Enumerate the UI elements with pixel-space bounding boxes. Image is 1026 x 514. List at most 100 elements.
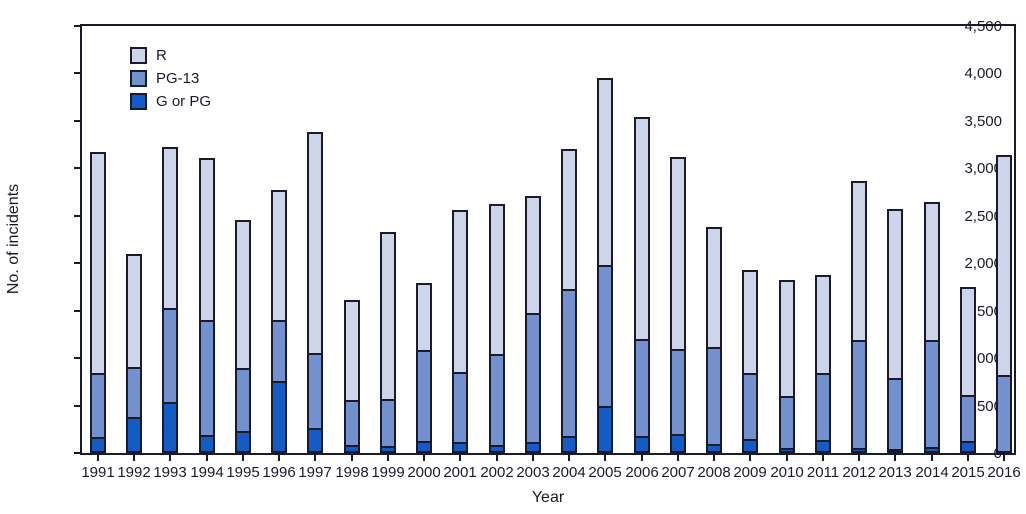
y-tick bbox=[74, 357, 82, 360]
bar-2011 bbox=[815, 275, 831, 453]
x-tick-label-2008: 2008 bbox=[697, 464, 731, 481]
bar-2009-segment-g-or-pg bbox=[744, 439, 756, 451]
x-tick-label-2012: 2012 bbox=[842, 464, 876, 481]
bar-2003 bbox=[525, 196, 541, 453]
legend-label: R bbox=[156, 47, 167, 64]
bar-1992 bbox=[126, 254, 142, 453]
x-tick bbox=[677, 455, 679, 461]
bar-1995 bbox=[235, 220, 251, 453]
y-tick-label: 4,000 bbox=[964, 65, 1002, 83]
x-tick bbox=[641, 455, 643, 461]
bar-2004 bbox=[561, 149, 577, 453]
x-tick-label-1992: 1992 bbox=[117, 464, 151, 481]
x-tick-label-2013: 2013 bbox=[878, 464, 912, 481]
bar-1998-segment-g-or-pg bbox=[346, 445, 358, 451]
x-tick-label-2002: 2002 bbox=[480, 464, 514, 481]
bar-1998-segment-pg13 bbox=[346, 400, 358, 451]
x-tick bbox=[387, 455, 389, 461]
plot-area: R PG-13 G or PG 0 500 1,000 1,500 2,000 2,500 3,… bbox=[74, 19, 1021, 480]
x-tick bbox=[351, 455, 353, 461]
bar-2011-segment-pg13 bbox=[817, 373, 829, 451]
bar-2007-segment-g-or-pg bbox=[672, 434, 684, 451]
x-tick bbox=[604, 455, 606, 461]
x-tick bbox=[97, 455, 99, 461]
x-tick-label-2014: 2014 bbox=[915, 464, 949, 481]
x-tick-label-2005: 2005 bbox=[588, 464, 622, 481]
bar-2001-segment-pg13 bbox=[454, 372, 466, 451]
bar-1999-segment-g-or-pg bbox=[382, 446, 394, 451]
bar-1991 bbox=[90, 152, 106, 453]
legend-item-r: R bbox=[130, 47, 211, 64]
x-tick-label-2006: 2006 bbox=[625, 464, 659, 481]
y-tick bbox=[74, 72, 82, 75]
bar-2013 bbox=[887, 209, 903, 453]
y-tick bbox=[74, 119, 82, 122]
x-tick-label-1993: 1993 bbox=[153, 464, 187, 481]
x-tick bbox=[133, 455, 135, 461]
legend-item-pg-13: PG-13 bbox=[130, 70, 211, 87]
y-axis-title: No. of incidents bbox=[5, 183, 22, 295]
x-tick bbox=[858, 455, 860, 461]
bar-2014-segment-pg13 bbox=[926, 340, 938, 451]
bar-2002 bbox=[489, 204, 505, 453]
bar-1992-segment-g-or-pg bbox=[128, 417, 140, 451]
bar-2008 bbox=[706, 227, 722, 453]
bar-2007-segment-pg13 bbox=[672, 349, 684, 451]
legend-swatch-r bbox=[130, 47, 147, 64]
x-tick bbox=[967, 455, 969, 461]
y-tick bbox=[74, 452, 82, 454]
x-tick bbox=[314, 455, 316, 461]
bar-1994 bbox=[199, 158, 215, 453]
bar-2012-segment-g-or-pg bbox=[853, 448, 865, 451]
x-tick-label-2015: 2015 bbox=[951, 464, 985, 481]
bar-1993-segment-g-or-pg bbox=[164, 402, 176, 451]
y-tick bbox=[74, 214, 82, 217]
x-tick-label-2009: 2009 bbox=[733, 464, 767, 481]
legend-swatch-g-or-pg bbox=[130, 93, 147, 110]
bar-2013-segment-pg13 bbox=[889, 378, 901, 451]
bar-2011-segment-g-or-pg bbox=[817, 440, 829, 451]
bar-1991-segment-pg13 bbox=[92, 373, 104, 451]
bar-2005-segment-pg13 bbox=[599, 265, 611, 451]
x-tick-label-2016: 2016 bbox=[987, 464, 1021, 481]
bar-2001 bbox=[452, 210, 468, 453]
bar-2015 bbox=[960, 287, 976, 453]
x-tick bbox=[423, 455, 425, 461]
x-tick bbox=[931, 455, 933, 461]
bar-1994-segment-pg13 bbox=[201, 320, 213, 451]
bar-2010-segment-pg13 bbox=[781, 396, 793, 451]
x-tick bbox=[496, 455, 498, 461]
x-tick-label-2000: 2000 bbox=[407, 464, 441, 481]
bar-2010 bbox=[779, 280, 795, 453]
bar-2005 bbox=[597, 78, 613, 453]
x-axis-title: Year bbox=[531, 489, 565, 506]
y-tick-label: 500 bbox=[976, 397, 1002, 415]
bar-2016-segment-pg13 bbox=[998, 375, 1010, 451]
x-tick-label-2011: 2011 bbox=[806, 464, 840, 481]
y-tick bbox=[74, 25, 82, 27]
x-tick bbox=[206, 455, 208, 461]
bar-2009 bbox=[742, 270, 758, 453]
x-tick-label-2010: 2010 bbox=[770, 464, 804, 481]
bar-2008-segment-pg13 bbox=[708, 347, 720, 451]
x-tick-label-1999: 1999 bbox=[371, 464, 405, 481]
bar-1999-segment-pg13 bbox=[382, 399, 394, 451]
bar-1996-segment-g-or-pg bbox=[273, 381, 285, 451]
bar-2014 bbox=[924, 202, 940, 453]
x-tick bbox=[749, 455, 751, 461]
bar-2001-segment-g-or-pg bbox=[454, 442, 466, 451]
y-tick bbox=[74, 309, 82, 312]
bar-1994-segment-g-or-pg bbox=[201, 435, 213, 451]
bar-1995-segment-g-or-pg bbox=[237, 431, 249, 451]
x-tick bbox=[1003, 455, 1005, 461]
x-tick bbox=[532, 455, 534, 461]
bar-1997-segment-g-or-pg bbox=[309, 428, 321, 451]
legend-label: PG-13 bbox=[156, 70, 200, 87]
x-tick bbox=[278, 455, 280, 461]
bar-2006-segment-g-or-pg bbox=[636, 436, 648, 451]
bar-2000-segment-g-or-pg bbox=[418, 441, 430, 451]
bar-2003-segment-g-or-pg bbox=[527, 442, 539, 451]
y-tick-label: 3,000 bbox=[964, 160, 1002, 178]
x-tick-label-2007: 2007 bbox=[661, 464, 695, 481]
